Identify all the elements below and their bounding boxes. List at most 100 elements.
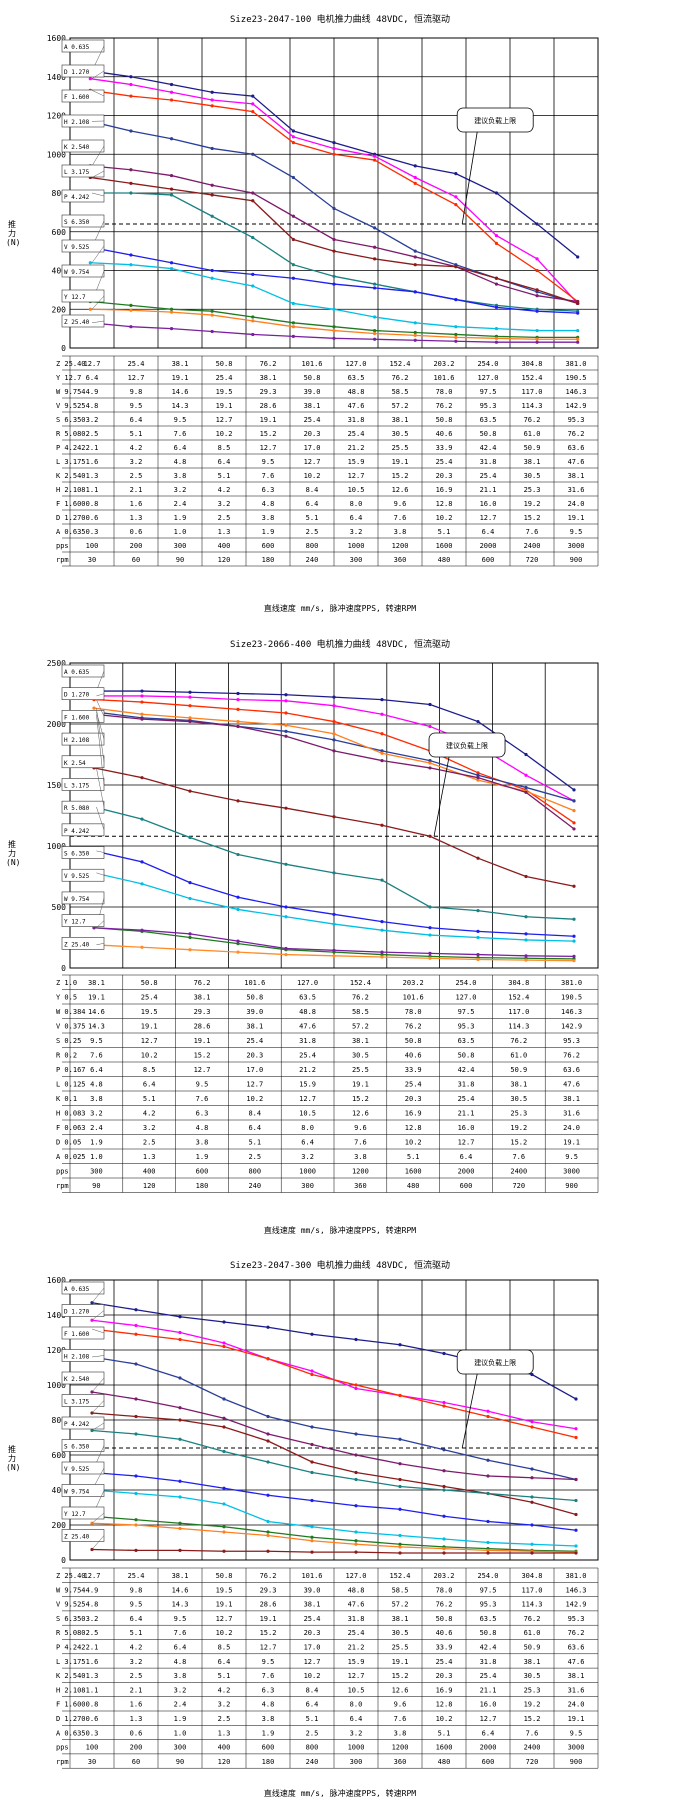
table-cell: 1000 bbox=[299, 1168, 316, 1176]
data-point bbox=[428, 702, 432, 707]
data-point bbox=[222, 1549, 226, 1553]
table-cell: 9.8 bbox=[130, 388, 143, 396]
table-cell: 25.4 bbox=[128, 1572, 145, 1580]
data-point bbox=[284, 946, 288, 951]
table-cell: 600 bbox=[262, 1744, 275, 1752]
data-point bbox=[442, 1551, 446, 1555]
table-cell: 6.4 bbox=[306, 500, 319, 508]
table-cell: 2400 bbox=[510, 1168, 527, 1176]
data-point bbox=[236, 719, 240, 724]
data-point bbox=[413, 164, 417, 168]
table-cell: 30.5 bbox=[524, 1672, 541, 1680]
table-row-label: D 1.270 bbox=[56, 1715, 86, 1723]
table-cell: 2.4 bbox=[174, 500, 187, 508]
data-point bbox=[266, 1432, 270, 1436]
data-point bbox=[169, 173, 174, 178]
data-point bbox=[210, 104, 214, 108]
table-cell: 19.1 bbox=[260, 1615, 277, 1623]
table-cell: 25.4 bbox=[480, 1672, 497, 1680]
data-point bbox=[310, 1332, 314, 1336]
table-cell: 1200 bbox=[392, 542, 409, 550]
y-tick-label: 0 bbox=[61, 964, 66, 973]
table-cell: 8.5 bbox=[218, 1644, 231, 1652]
table-cell: 600 bbox=[196, 1168, 209, 1176]
legend-entry: W 9.754 bbox=[64, 896, 90, 903]
table-cell: 6.4 bbox=[350, 514, 363, 522]
table-cell: 7.6 bbox=[90, 1052, 103, 1060]
legend-entry: K 2.54 bbox=[64, 760, 86, 767]
table-cell: 6.4 bbox=[301, 1139, 314, 1147]
data-point bbox=[454, 325, 458, 329]
data-point bbox=[535, 257, 539, 261]
data-point bbox=[535, 294, 539, 298]
table-cell: 25.4 bbox=[348, 430, 365, 438]
table-cell: 720 bbox=[526, 556, 539, 564]
table-cell: 9.6 bbox=[394, 1701, 407, 1709]
data-point bbox=[178, 1337, 182, 1342]
data-point bbox=[210, 329, 214, 334]
data-point bbox=[428, 759, 432, 763]
table-cell: 42.4 bbox=[480, 1644, 497, 1652]
y-tick-label: 200 bbox=[52, 1521, 67, 1530]
data-point bbox=[494, 336, 499, 340]
data-point bbox=[442, 1484, 446, 1489]
table-cell: 5.1 bbox=[407, 1153, 420, 1161]
table-cell: 300 bbox=[350, 556, 363, 564]
table-cell: 12.7 bbox=[84, 1572, 101, 1580]
table-row-label: F 1.600 bbox=[56, 500, 86, 508]
table-cell: 100 bbox=[86, 542, 99, 550]
table-cell: 300 bbox=[174, 542, 187, 550]
table-cell: 0.6 bbox=[86, 514, 99, 522]
data-point bbox=[266, 1549, 270, 1553]
y-tick-label: 600 bbox=[52, 1451, 67, 1460]
data-point bbox=[291, 321, 295, 325]
table-cell: 10.2 bbox=[246, 1095, 263, 1103]
table-cell: 190.5 bbox=[561, 994, 582, 1002]
table-row-label: H 0.083 bbox=[56, 1110, 86, 1118]
table-cell: 800 bbox=[306, 542, 319, 550]
table-cell: 5.1 bbox=[130, 430, 143, 438]
table-cell: 39.0 bbox=[246, 1008, 263, 1016]
table-cell: 0.6 bbox=[86, 1715, 99, 1723]
data-point bbox=[284, 915, 288, 919]
table-cell: 12.7 bbox=[216, 416, 233, 424]
data-point bbox=[486, 1540, 490, 1545]
data-point bbox=[332, 325, 336, 329]
table-cell: 47.6 bbox=[299, 1023, 316, 1031]
table-cell: 19.2 bbox=[510, 1124, 527, 1132]
table-row-label: rpm bbox=[56, 1182, 69, 1190]
table-cell: 16.9 bbox=[436, 486, 453, 494]
table-cell: 5.1 bbox=[306, 1715, 319, 1723]
data-point bbox=[332, 695, 336, 699]
table-cell: 6.4 bbox=[248, 1124, 261, 1132]
table-cell: 8.0 bbox=[301, 1124, 314, 1132]
table-cell: 180 bbox=[196, 1182, 209, 1190]
table-cell: 50.9 bbox=[524, 1644, 541, 1652]
table-cell: 1.3 bbox=[218, 528, 231, 536]
table-cell: 25.4 bbox=[216, 374, 233, 382]
table-cell: 12.8 bbox=[436, 500, 453, 508]
table-cell: 1.9 bbox=[262, 1729, 275, 1737]
data-point bbox=[332, 146, 336, 151]
table-cell: 38.1 bbox=[392, 416, 409, 424]
data-point bbox=[524, 958, 528, 962]
table-row-label: R 5.080 bbox=[56, 1629, 86, 1637]
table-cell: 2400 bbox=[524, 542, 541, 550]
table-cell: 76.2 bbox=[260, 1572, 277, 1580]
data-point bbox=[454, 297, 458, 302]
data-point bbox=[476, 952, 480, 957]
table-cell: 304.8 bbox=[508, 979, 529, 987]
table-cell: 58.5 bbox=[352, 1008, 369, 1016]
table-cell: 19.1 bbox=[216, 402, 233, 410]
table-cell: 39.0 bbox=[304, 1586, 321, 1594]
table-row-label: P 4.242 bbox=[56, 444, 86, 452]
table-row-label: A 0.635 bbox=[56, 528, 86, 536]
data-point bbox=[354, 1477, 358, 1482]
data-point bbox=[140, 717, 144, 721]
table-cell: 14.6 bbox=[172, 1586, 189, 1594]
data-point bbox=[332, 749, 336, 753]
data-point bbox=[574, 1397, 578, 1401]
data-point bbox=[442, 1514, 446, 1518]
table-cell: 12.7 bbox=[299, 1095, 316, 1103]
table-cell: 7.6 bbox=[394, 514, 407, 522]
